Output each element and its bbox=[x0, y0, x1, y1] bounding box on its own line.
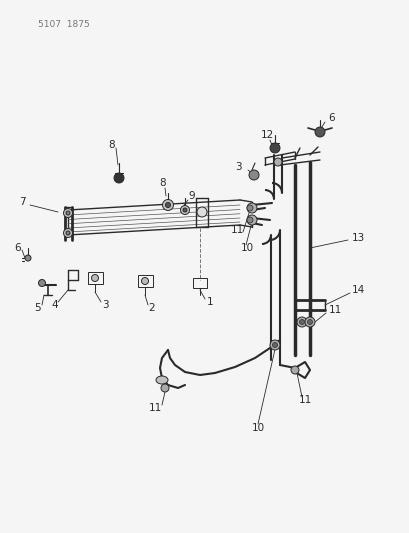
Circle shape bbox=[66, 211, 70, 215]
Circle shape bbox=[248, 170, 258, 180]
Circle shape bbox=[196, 207, 207, 217]
Circle shape bbox=[299, 319, 304, 325]
Circle shape bbox=[63, 229, 72, 238]
Circle shape bbox=[141, 278, 148, 285]
Circle shape bbox=[114, 173, 124, 183]
Circle shape bbox=[25, 255, 31, 261]
Text: 12: 12 bbox=[260, 130, 273, 140]
Circle shape bbox=[38, 279, 45, 287]
Text: 5107  1875: 5107 1875 bbox=[38, 20, 90, 29]
Circle shape bbox=[180, 206, 189, 214]
Text: 10: 10 bbox=[240, 243, 253, 253]
Text: 13: 13 bbox=[351, 233, 364, 243]
Circle shape bbox=[290, 366, 298, 374]
Text: 8: 8 bbox=[159, 178, 166, 188]
Circle shape bbox=[273, 158, 281, 166]
Bar bbox=[88, 272, 103, 284]
Text: 10: 10 bbox=[251, 423, 264, 433]
Circle shape bbox=[246, 217, 252, 223]
Circle shape bbox=[165, 203, 170, 207]
Text: 3: 3 bbox=[101, 300, 108, 310]
Text: 4: 4 bbox=[52, 300, 58, 310]
Circle shape bbox=[272, 343, 277, 348]
Circle shape bbox=[246, 203, 256, 213]
Text: 1: 1 bbox=[206, 297, 213, 307]
Circle shape bbox=[161, 384, 169, 392]
Circle shape bbox=[91, 274, 98, 281]
Circle shape bbox=[304, 317, 314, 327]
Text: 5: 5 bbox=[35, 303, 41, 313]
Circle shape bbox=[246, 215, 256, 225]
Text: 11: 11 bbox=[328, 305, 341, 315]
Text: 11: 11 bbox=[230, 225, 243, 235]
Circle shape bbox=[296, 317, 306, 327]
Text: 3: 3 bbox=[234, 162, 241, 172]
Text: 6: 6 bbox=[15, 243, 21, 253]
Text: 6: 6 bbox=[328, 113, 335, 123]
Circle shape bbox=[314, 127, 324, 137]
Circle shape bbox=[63, 208, 72, 217]
Ellipse shape bbox=[155, 376, 168, 384]
Text: 11: 11 bbox=[148, 403, 161, 413]
Text: 11: 11 bbox=[298, 395, 311, 405]
Circle shape bbox=[246, 205, 252, 211]
Circle shape bbox=[307, 319, 312, 325]
Circle shape bbox=[162, 199, 173, 211]
Text: 8: 8 bbox=[108, 140, 115, 150]
Bar bbox=[193, 278, 207, 288]
Circle shape bbox=[270, 340, 279, 350]
Bar bbox=[138, 275, 153, 287]
Circle shape bbox=[66, 231, 70, 235]
Text: 2: 2 bbox=[148, 303, 155, 313]
Circle shape bbox=[182, 208, 187, 212]
Circle shape bbox=[270, 143, 279, 153]
Text: 7: 7 bbox=[19, 197, 25, 207]
Text: 9: 9 bbox=[188, 191, 195, 201]
Text: 14: 14 bbox=[351, 285, 364, 295]
